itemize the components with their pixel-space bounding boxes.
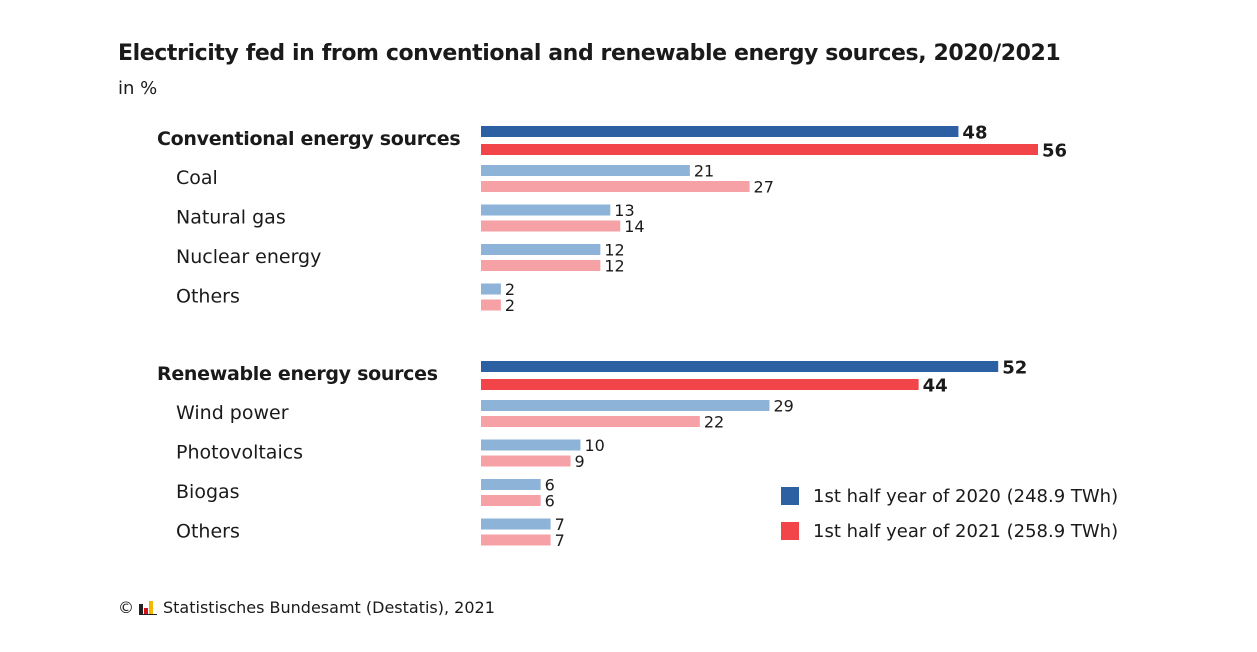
legend-item-2020: 1st half year of 2020 (248.9 TWh) bbox=[781, 484, 1118, 508]
category-label-renewable-energy-sources-photovoltaics: Photovoltaics bbox=[176, 442, 303, 464]
renewable-energy-sources-others-value-label-2021: 7 bbox=[555, 531, 565, 550]
conventional-energy-sources-value-label-2021: 56 bbox=[1042, 141, 1067, 162]
category-label-conventional-energy-sources-others: Others bbox=[176, 286, 240, 308]
conventional-energy-sources-others-bar-2020 bbox=[481, 283, 501, 295]
renewable-energy-sources-biogas-bar-2021 bbox=[481, 495, 541, 506]
conventional-energy-sources-coal-bar-2021 bbox=[481, 181, 750, 192]
category-label-renewable-energy-sources: Renewable energy sources bbox=[157, 363, 438, 385]
renewable-energy-sources-others-bar-2020 bbox=[481, 518, 551, 530]
category-label-conventional-energy-sources-coal: Coal bbox=[176, 167, 218, 189]
renewable-energy-sources-biogas-value-label-2020: 6 bbox=[545, 476, 555, 495]
category-label-conventional-energy-sources-natural-gas: Natural gas bbox=[176, 207, 286, 229]
category-label-conventional-energy-sources-nuclear-energy: Nuclear energy bbox=[176, 246, 321, 268]
renewable-energy-sources-photovoltaics-value-label-2021: 9 bbox=[575, 452, 585, 471]
conventional-energy-sources-nuclear-energy-bar-2021 bbox=[481, 260, 601, 271]
conventional-energy-sources-nuclear-energy-bar-2020 bbox=[481, 244, 601, 255]
renewable-energy-sources-wind-power-value-label-2021: 22 bbox=[704, 413, 724, 432]
conventional-energy-sources-coal-bar-2020 bbox=[481, 165, 690, 176]
renewable-energy-sources-photovoltaics-value-label-2020: 10 bbox=[584, 436, 604, 455]
legend-swatch-2021 bbox=[781, 522, 799, 540]
renewable-energy-sources-photovoltaics-bar-2021 bbox=[481, 455, 571, 467]
renewable-energy-sources-wind-power-bar-2021 bbox=[481, 416, 700, 427]
conventional-energy-sources-bar-2020 bbox=[481, 126, 959, 137]
category-label-renewable-energy-sources-biogas: Biogas bbox=[176, 481, 240, 503]
renewable-energy-sources-others-value-label-2020: 7 bbox=[555, 515, 565, 534]
chart-title: Electricity fed in from conventional and… bbox=[118, 41, 1061, 66]
conventional-energy-sources-others-bar-2021 bbox=[481, 299, 501, 311]
source-footer: © Statistisches Bundesamt (Destatis), 20… bbox=[118, 598, 495, 617]
legend-label-2021: 1st half year of 2021 (258.9 TWh) bbox=[813, 520, 1119, 542]
legend-label-2020: 1st half year of 2020 (248.9 TWh) bbox=[813, 485, 1119, 507]
category-label-renewable-energy-sources-wind-power: Wind power bbox=[176, 402, 289, 424]
chart-subtitle: in % bbox=[118, 78, 158, 99]
renewable-energy-sources-others-bar-2021 bbox=[481, 534, 551, 546]
conventional-energy-sources-others-value-label-2020: 2 bbox=[505, 280, 515, 299]
conventional-energy-sources-natural-gas-bar-2021 bbox=[481, 220, 621, 232]
category-label-renewable-energy-sources-others: Others bbox=[176, 521, 240, 543]
renewable-energy-sources-biogas-value-label-2021: 6 bbox=[545, 492, 555, 511]
conventional-energy-sources-coal-value-label-2020: 21 bbox=[694, 162, 714, 181]
legend: 1st half year of 2020 (248.9 TWh) 1st hal… bbox=[781, 484, 1118, 554]
category-label-conventional-energy-sources: Conventional energy sources bbox=[157, 128, 460, 150]
destatis-logo-icon bbox=[139, 601, 157, 615]
conventional-energy-sources-bar-2021 bbox=[481, 144, 1038, 155]
conventional-energy-sources-natural-gas-value-label-2021: 14 bbox=[624, 217, 644, 236]
copyright-symbol: © bbox=[118, 598, 134, 617]
renewable-energy-sources-bar-2021 bbox=[481, 379, 919, 390]
renewable-energy-sources-bar-2020 bbox=[481, 361, 999, 372]
renewable-energy-sources-wind-power-bar-2020 bbox=[481, 400, 770, 411]
conventional-energy-sources-natural-gas-value-label-2020: 13 bbox=[614, 201, 634, 220]
conventional-energy-sources-natural-gas-bar-2020 bbox=[481, 204, 611, 216]
conventional-energy-sources-value-label-2020: 48 bbox=[962, 123, 987, 144]
renewable-energy-sources-value-label-2021: 44 bbox=[923, 376, 948, 397]
renewable-energy-sources-value-label-2020: 52 bbox=[1002, 358, 1027, 379]
renewable-energy-sources-photovoltaics-bar-2020 bbox=[481, 439, 581, 451]
conventional-energy-sources-others-value-label-2021: 2 bbox=[505, 296, 515, 315]
renewable-energy-sources-biogas-bar-2020 bbox=[481, 479, 541, 490]
renewable-energy-sources-wind-power-value-label-2020: 29 bbox=[773, 397, 793, 416]
legend-swatch-2020 bbox=[781, 487, 799, 505]
conventional-energy-sources-nuclear-energy-value-label-2021: 12 bbox=[604, 257, 624, 276]
legend-item-2021: 1st half year of 2021 (258.9 TWh) bbox=[781, 519, 1118, 543]
source-text: Statistisches Bundesamt (Destatis), 2021 bbox=[163, 598, 495, 617]
conventional-energy-sources-nuclear-energy-value-label-2020: 12 bbox=[604, 241, 624, 260]
conventional-energy-sources-coal-value-label-2021: 27 bbox=[754, 178, 774, 197]
